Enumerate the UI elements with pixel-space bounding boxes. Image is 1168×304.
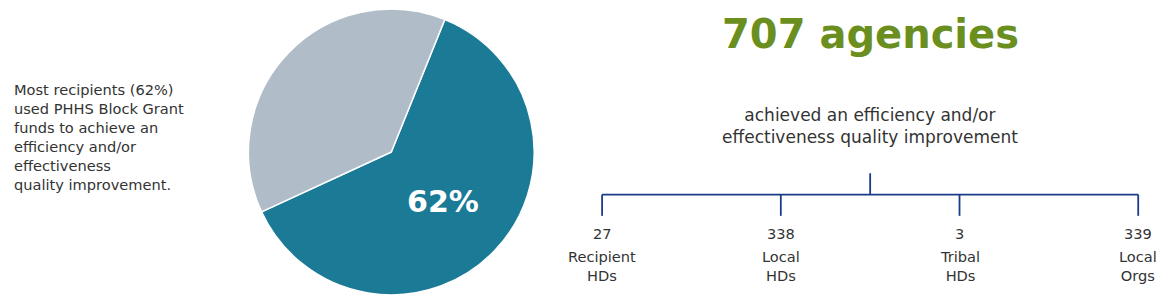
svg-text:LocalOrgs: LocalOrgs	[1119, 248, 1157, 284]
svg-text:Most recipients (62%)used PHHS: Most recipients (62%)used PHHS Block Gra…	[14, 81, 184, 193]
svg-text:339: 339	[1124, 225, 1152, 242]
svg-text:62%: 62%	[407, 184, 479, 219]
svg-text:3: 3	[955, 225, 964, 242]
svg-text:707 agencies: 707 agencies	[722, 11, 1019, 57]
svg-text:27: 27	[593, 225, 612, 242]
svg-text:338: 338	[767, 225, 795, 242]
svg-text:LocalHDs: LocalHDs	[762, 248, 800, 284]
svg-text:achieved an efficiency and/ore: achieved an efficiency and/oreffectivene…	[722, 105, 1018, 147]
svg-text:TribalHDs: TribalHDs	[940, 248, 980, 284]
svg-text:RecipientHDs: RecipientHDs	[568, 248, 636, 284]
